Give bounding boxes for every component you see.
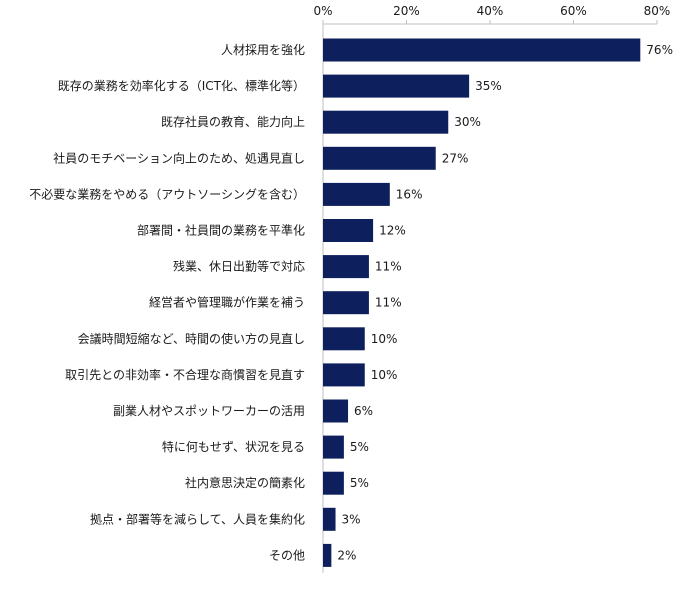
value-label: 2%: [337, 548, 356, 562]
x-tick-label: 60%: [560, 4, 587, 18]
category-label: 副業人材やスポットワーカーの活用: [113, 404, 305, 418]
bar: [323, 507, 336, 531]
category-label: その他: [269, 548, 305, 562]
value-label: 30%: [454, 115, 481, 129]
value-label: 76%: [646, 43, 673, 57]
bar: [323, 435, 344, 459]
category-label: 不必要な業務をやめる（アウトソーシングを含む）: [29, 186, 305, 201]
bar: [323, 182, 390, 206]
category-label: 社内意思決定の簡素化: [185, 475, 305, 490]
category-label: 既存の業務を効率化する（ICT化、標準化等）: [58, 78, 305, 93]
category-label: 既存社員の教育、能力向上: [161, 114, 305, 129]
bar: [323, 471, 344, 495]
x-tick-label: 40%: [477, 4, 504, 18]
category-label: 経営者や管理職が作業を補う: [149, 295, 305, 310]
value-label: 16%: [396, 187, 423, 201]
category-label: 特に何もせず、状況を見る: [162, 439, 305, 454]
value-label: 5%: [350, 440, 369, 454]
category-label: 会議時間短縮など、時間の使い方の見直し: [78, 331, 305, 346]
value-label: 11%: [375, 296, 402, 310]
value-label: 3%: [342, 512, 361, 526]
bar: [323, 74, 470, 98]
value-label: 35%: [475, 79, 502, 93]
category-label: 残業、休日出勤等で対応: [173, 260, 305, 274]
category-label: 部署間・社員間の業務を平準化: [137, 223, 305, 238]
bar: [323, 399, 349, 423]
x-tick-label: 80%: [644, 4, 671, 18]
value-label: 5%: [350, 476, 369, 490]
x-tick-label: 20%: [393, 4, 420, 18]
x-tick-label: 0%: [313, 4, 332, 18]
value-label: 11%: [375, 260, 402, 274]
bar: [323, 363, 365, 387]
bar: [323, 291, 369, 315]
category-label: 社員のモチベーション向上のため、処遇見直し: [53, 150, 305, 165]
bar: [323, 255, 369, 279]
category-label: 人材採用を強化: [221, 43, 305, 57]
bar: [323, 327, 365, 351]
value-label: 10%: [371, 368, 398, 382]
value-label: 10%: [371, 332, 398, 346]
bar: [323, 543, 332, 567]
category-label: 取引先との非効率・不合理な商慣習を見直す: [65, 367, 305, 382]
bar: [323, 38, 641, 62]
value-label: 27%: [442, 151, 469, 165]
category-label: 拠点・部署等を減らして、人員を集約化: [90, 511, 305, 526]
bar: [323, 219, 374, 242]
value-label: 12%: [379, 224, 406, 238]
bar: [323, 110, 449, 134]
bar: [323, 146, 436, 170]
value-label: 6%: [354, 404, 373, 418]
